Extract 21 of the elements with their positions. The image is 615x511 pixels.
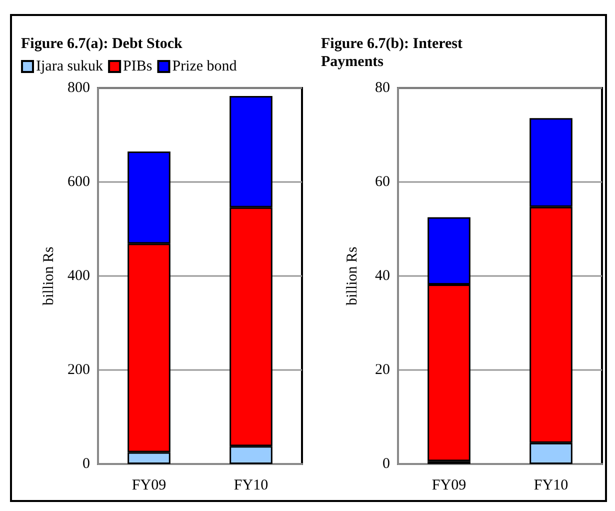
x-tick-label: FY10 — [534, 478, 568, 494]
y-tick-label: 200 — [68, 362, 90, 378]
legend-label: Prize bond — [172, 58, 238, 74]
legend-label: Ijara sukuk — [36, 58, 104, 74]
x-tick-label: FY10 — [234, 478, 268, 494]
x-tick-label: FY09 — [432, 478, 466, 494]
y-tick-label: 800 — [68, 80, 90, 96]
y-tick-label: 60 — [375, 174, 390, 190]
y-tick-label: 400 — [68, 268, 90, 284]
legend-label: PIBs — [123, 58, 152, 74]
y-tick-label: 0 — [382, 456, 390, 472]
y-tick-label: 0 — [82, 456, 90, 472]
chart-title: Figure 6.7(b): Interest Payments — [321, 36, 466, 70]
y-tick-label: 600 — [68, 174, 90, 190]
y-tick-label: 40 — [375, 268, 390, 284]
chart-title: Figure 6.7(a): Debt Stock — [21, 36, 184, 52]
y-tick-label: 20 — [375, 362, 390, 378]
y-tick-label: 80 — [375, 80, 390, 96]
x-tick-label: FY09 — [132, 478, 166, 494]
y-axis-title: billion Rs — [344, 246, 360, 306]
y-axis-title: billion Rs — [41, 246, 58, 306]
